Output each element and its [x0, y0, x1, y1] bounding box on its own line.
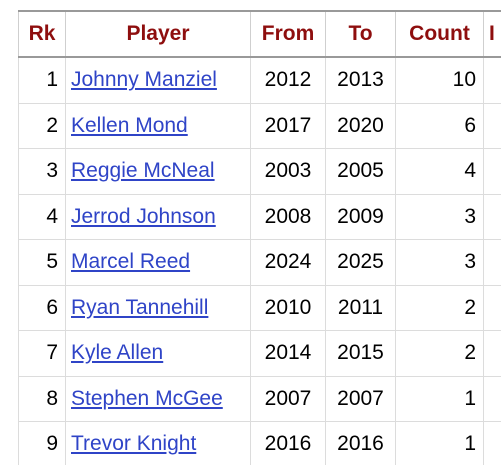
player-link[interactable]: Kyle Allen: [71, 341, 164, 365]
count-cell: 1: [395, 421, 484, 465]
table-row: 9 Trevor Knight 2016 2016 1: [18, 421, 501, 465]
to-cell: 2005: [325, 148, 396, 195]
player-link[interactable]: Johnny Manziel: [71, 68, 217, 92]
count-cell: 2: [395, 284, 484, 331]
count-cell: 2: [395, 330, 484, 377]
to-cell: 2007: [325, 375, 396, 422]
player-cell: Kellen Mond: [65, 102, 251, 149]
table-row: 6 Ryan Tannehill 2010 2011 2: [18, 284, 501, 331]
extra-cell: [483, 375, 501, 422]
column-header-rk[interactable]: Rk: [18, 10, 66, 58]
column-header-from[interactable]: From: [250, 10, 326, 58]
from-cell: 2017: [250, 102, 326, 149]
player-link[interactable]: Stephen McGee: [71, 386, 223, 410]
extra-cell: [483, 421, 501, 465]
from-cell: 2014: [250, 330, 326, 377]
header-row: Rk Player From To Count I: [18, 10, 501, 58]
to-cell: 2025: [325, 239, 396, 286]
rank-cell: 5: [18, 239, 66, 286]
from-cell: 2010: [250, 284, 326, 331]
from-cell: 2003: [250, 148, 326, 195]
count-cell: 4: [395, 148, 484, 195]
column-header-count[interactable]: Count: [395, 10, 484, 58]
extra-cell: [483, 148, 501, 195]
player-cell: Jerrod Johnson: [65, 193, 251, 240]
to-cell: 2009: [325, 193, 396, 240]
to-cell: 2015: [325, 330, 396, 377]
rank-cell: 6: [18, 284, 66, 331]
count-cell: 3: [395, 239, 484, 286]
player-link[interactable]: Ryan Tannehill: [71, 295, 209, 319]
extra-cell: [483, 239, 501, 286]
column-header-extra[interactable]: I: [483, 10, 501, 58]
to-cell: 2011: [325, 284, 396, 331]
to-cell: 2020: [325, 102, 396, 149]
player-cell: Marcel Reed: [65, 239, 251, 286]
from-cell: 2024: [250, 239, 326, 286]
table-row: 8 Stephen McGee 2007 2007 1: [18, 375, 501, 422]
player-link[interactable]: Marcel Reed: [71, 250, 191, 274]
player-cell: Ryan Tannehill: [65, 284, 251, 331]
from-cell: 2007: [250, 375, 326, 422]
extra-cell: [483, 284, 501, 331]
player-link[interactable]: Jerrod Johnson: [71, 204, 216, 228]
count-cell: 3: [395, 193, 484, 240]
player-cell: Johnny Manziel: [65, 56, 251, 104]
rank-cell: 7: [18, 330, 66, 377]
player-cell: Stephen McGee: [65, 375, 251, 422]
table-row: 3 Reggie McNeal 2003 2005 4: [18, 148, 501, 195]
player-cell: Trevor Knight: [65, 421, 251, 465]
to-cell: 2013: [325, 56, 396, 104]
count-cell: 10: [395, 56, 484, 104]
from-cell: 2008: [250, 193, 326, 240]
column-header-player[interactable]: Player: [65, 10, 251, 58]
player-link[interactable]: Trevor Knight: [71, 432, 197, 456]
column-header-to[interactable]: To: [325, 10, 396, 58]
rank-cell: 2: [18, 102, 66, 149]
extra-cell: [483, 330, 501, 377]
count-cell: 1: [395, 375, 484, 422]
table-row: 2 Kellen Mond 2017 2020 6: [18, 102, 501, 149]
to-cell: 2016: [325, 421, 396, 465]
player-link[interactable]: Reggie McNeal: [71, 159, 215, 183]
player-cell: Reggie McNeal: [65, 148, 251, 195]
count-cell: 6: [395, 102, 484, 149]
table-row: 4 Jerrod Johnson 2008 2009 3: [18, 193, 501, 240]
table-row: 1 Johnny Manziel 2012 2013 10: [18, 56, 501, 104]
from-cell: 2012: [250, 56, 326, 104]
from-cell: 2016: [250, 421, 326, 465]
rank-cell: 1: [18, 56, 66, 104]
rank-cell: 9: [18, 421, 66, 465]
player-cell: Kyle Allen: [65, 330, 251, 377]
table-row: 7 Kyle Allen 2014 2015 2: [18, 330, 501, 377]
extra-cell: [483, 193, 501, 240]
extra-cell: [483, 102, 501, 149]
table-row: 5 Marcel Reed 2024 2025 3: [18, 239, 501, 286]
rank-cell: 3: [18, 148, 66, 195]
rank-cell: 4: [18, 193, 66, 240]
player-link[interactable]: Kellen Mond: [71, 113, 188, 137]
results-table: Rk Player From To Count I 1 Johnny Manzi…: [18, 10, 501, 465]
results-table-container: Rk Player From To Count I 1 Johnny Manzi…: [18, 10, 501, 465]
extra-cell: [483, 56, 501, 104]
rank-cell: 8: [18, 375, 66, 422]
